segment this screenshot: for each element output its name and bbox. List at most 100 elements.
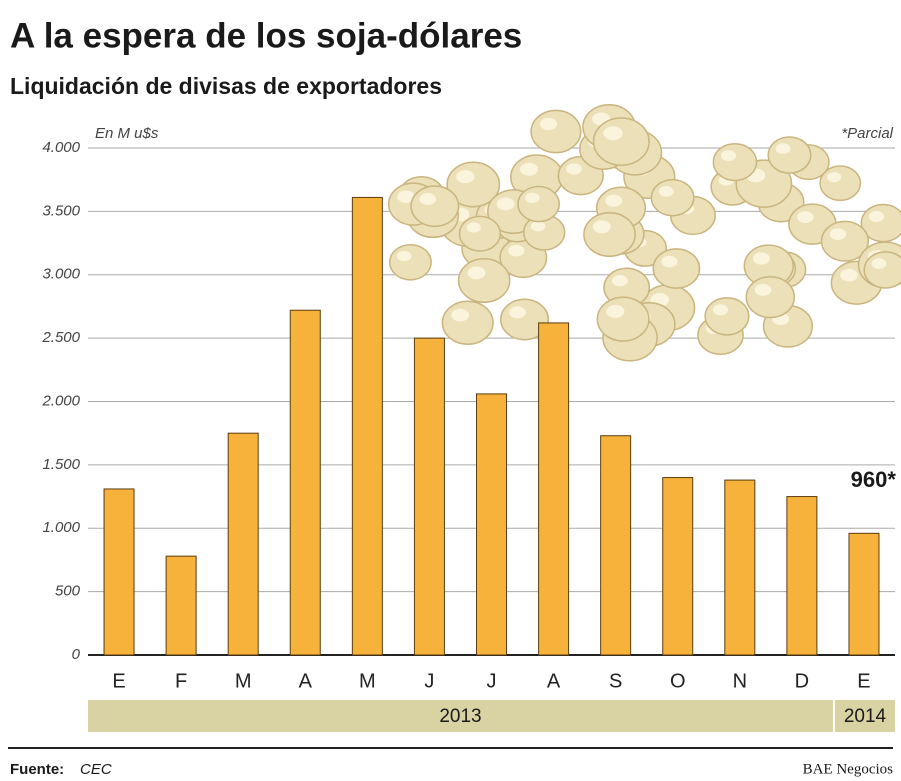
bar	[289, 309, 321, 656]
soybean-highlight	[530, 221, 546, 232]
soybean-highlight	[396, 250, 412, 262]
y-tick-label: 1.000	[42, 519, 80, 536]
x-tick-label: M	[359, 670, 376, 692]
y-tick-label: 2.000	[41, 392, 80, 409]
soybean-highlight	[496, 197, 515, 211]
soybean-highlight	[658, 186, 674, 197]
bar	[786, 496, 818, 656]
soybean	[596, 296, 650, 342]
year-band	[834, 700, 895, 732]
soybean-highlight	[840, 268, 858, 282]
bar	[600, 435, 632, 656]
soybean-highlight	[661, 255, 678, 268]
x-tick-label: D	[795, 670, 809, 692]
y-tick-label: 1.500	[42, 456, 80, 473]
soybean-image	[387, 103, 901, 362]
y-tick-label: 3.000	[42, 266, 80, 283]
bar	[848, 532, 880, 656]
soybean-highlight	[508, 244, 525, 257]
soybean	[767, 136, 812, 174]
bar	[227, 432, 259, 656]
soybean	[863, 251, 901, 289]
soybean-highlight	[466, 222, 481, 233]
y-tick-label: 3.500	[42, 202, 80, 219]
y-axis-label: En M u$s	[95, 125, 159, 142]
soybean-highlight	[797, 211, 814, 223]
bar	[103, 488, 135, 656]
soybean-highlight	[605, 194, 623, 207]
soybean	[704, 296, 750, 336]
year-band	[88, 700, 833, 732]
soybean-highlight	[419, 193, 437, 205]
bar	[662, 477, 694, 656]
y-tick-label: 500	[55, 583, 81, 600]
soybean-highlight	[566, 163, 582, 175]
year-label: 2013	[439, 706, 481, 727]
x-tick-label: E	[112, 670, 125, 692]
x-tick-label: J	[424, 670, 434, 692]
soybean	[583, 211, 636, 258]
soybean	[530, 109, 582, 154]
x-tick-label: A	[547, 670, 561, 692]
y-tick-label: 2.500	[41, 329, 80, 346]
soybean	[410, 185, 460, 228]
source-label: Fuente:	[10, 761, 64, 778]
soybean-highlight	[451, 308, 469, 322]
y-tick-label: 4.000	[42, 139, 80, 156]
soybean-highlight	[592, 220, 611, 234]
soybean-highlight	[611, 275, 628, 287]
soybean-highlight	[871, 258, 887, 269]
soybean-highlight	[720, 150, 736, 162]
y-tick-label: 0	[72, 646, 81, 663]
soybean	[441, 300, 494, 346]
soybean-highlight	[868, 211, 885, 222]
bar	[476, 393, 507, 656]
x-tick-label: F	[175, 670, 187, 692]
year-label: 2014	[844, 706, 887, 727]
bar	[165, 555, 197, 656]
bar	[413, 337, 445, 656]
soybean-highlight	[752, 252, 770, 265]
x-tick-label: M	[235, 670, 252, 692]
bar	[724, 479, 756, 656]
x-tick-label: J	[487, 670, 497, 692]
soybean-highlight	[829, 228, 847, 241]
soybean-highlight	[456, 170, 475, 184]
chart-subtitle: Liquidación de divisas de exportadores	[10, 73, 442, 99]
soybean-highlight	[539, 117, 558, 131]
x-tick-label: S	[609, 670, 622, 692]
soybean-highlight	[519, 162, 539, 176]
plot: E F M A M J J A S O N D E 960* 2013 2014	[88, 196, 897, 732]
bar	[538, 322, 570, 656]
source: CEC	[80, 761, 112, 778]
grid: 0 500 1.000 1.500 2.000 2.500 3.000 3.500 4.000	[41, 139, 895, 663]
chart-title: A la espera de los soja-dólares	[10, 16, 522, 55]
soybean	[458, 215, 502, 252]
bar	[351, 196, 383, 656]
value-label: 960*	[851, 467, 897, 492]
x-tick-label: A	[299, 670, 313, 692]
soybean-highlight	[712, 304, 729, 316]
soybean-highlight	[775, 143, 791, 154]
soybean-highlight	[827, 172, 842, 183]
x-tick-label: N	[733, 670, 747, 692]
x-tick-label: E	[857, 670, 870, 692]
soybean-highlight	[525, 192, 540, 204]
x-tick-label: O	[670, 670, 686, 692]
soybean	[517, 185, 560, 223]
soybean	[457, 258, 511, 304]
soybean	[388, 243, 432, 281]
soybean	[652, 248, 701, 289]
credit: BAE Negocios	[803, 761, 894, 777]
soybean-highlight	[606, 304, 625, 318]
soybean	[712, 142, 758, 182]
soybean	[650, 178, 695, 217]
soybean-highlight	[397, 190, 415, 203]
soybean	[745, 275, 796, 319]
soybean-highlight	[754, 283, 772, 296]
soybean-highlight	[603, 126, 623, 141]
soybean	[592, 117, 650, 166]
note: *Parcial	[841, 125, 893, 142]
soybean-highlight	[509, 306, 526, 319]
